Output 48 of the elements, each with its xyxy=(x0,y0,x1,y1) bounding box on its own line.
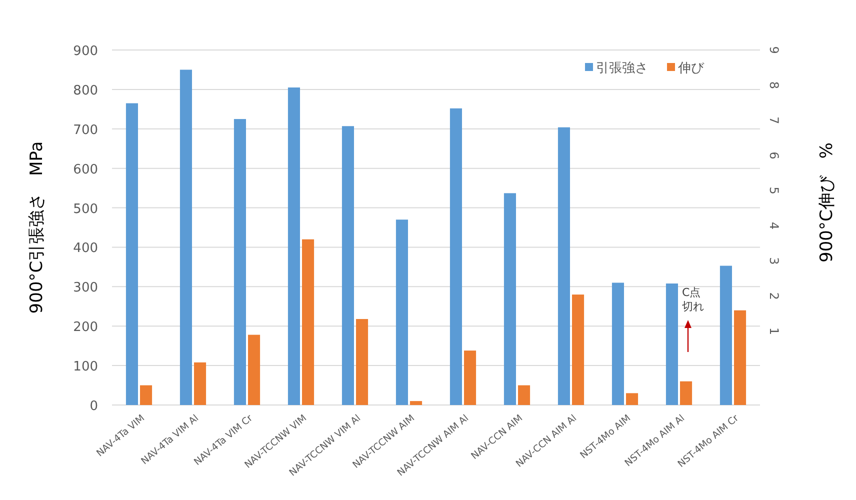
y2-tick-label: 6 xyxy=(767,152,781,160)
bar xyxy=(504,193,516,405)
y-tick-label: 300 xyxy=(73,280,98,296)
y-tick-label: 0 xyxy=(90,399,98,414)
bar xyxy=(288,87,300,405)
bar xyxy=(356,319,368,405)
y-tick-label: 700 xyxy=(73,122,98,138)
y2-tick-label: 2 xyxy=(767,292,781,300)
bar xyxy=(396,220,408,405)
y-tick-label: 500 xyxy=(73,202,98,217)
y-axis-title: 900°C引張強さ MPa xyxy=(27,141,47,314)
y2-tick-label: 5 xyxy=(767,186,781,194)
bar xyxy=(518,385,530,405)
bar xyxy=(612,282,624,405)
y2-tick-label: 7 xyxy=(767,116,781,124)
bar xyxy=(572,294,584,405)
bar xyxy=(180,70,192,405)
y2-tick-label: 9 xyxy=(767,46,781,54)
annotation: C点切れ xyxy=(682,286,704,313)
bar xyxy=(302,239,314,405)
bar xyxy=(680,381,692,405)
bar xyxy=(720,266,732,405)
bar xyxy=(450,108,462,405)
legend-label: 引張強さ xyxy=(596,61,648,76)
y2-tick-label: 1 xyxy=(767,327,781,336)
bar xyxy=(342,126,354,405)
bar xyxy=(234,119,246,405)
bar xyxy=(410,401,422,405)
bar xyxy=(194,362,206,405)
y2-axis-title: 900°C伸び % xyxy=(817,142,837,262)
y-tick-label: 400 xyxy=(73,241,98,256)
y2-tick-label: 3 xyxy=(767,257,781,265)
bar xyxy=(626,393,638,405)
bar xyxy=(126,103,138,405)
y-tick-label: 800 xyxy=(73,83,98,98)
legend-label: 伸び xyxy=(677,61,705,76)
y-tick-label: 600 xyxy=(73,162,98,178)
bar xyxy=(666,284,678,405)
bar xyxy=(464,350,476,405)
y2-tick-label: 4 xyxy=(767,222,781,230)
bar xyxy=(558,127,570,405)
bar xyxy=(140,385,152,405)
bar xyxy=(734,310,746,405)
y-tick-label: 200 xyxy=(73,320,98,336)
y-tick-label: 100 xyxy=(73,360,98,375)
bar xyxy=(248,334,260,405)
y2-tick-label: 8 xyxy=(767,81,781,89)
y-tick-label: 900 xyxy=(73,44,98,59)
